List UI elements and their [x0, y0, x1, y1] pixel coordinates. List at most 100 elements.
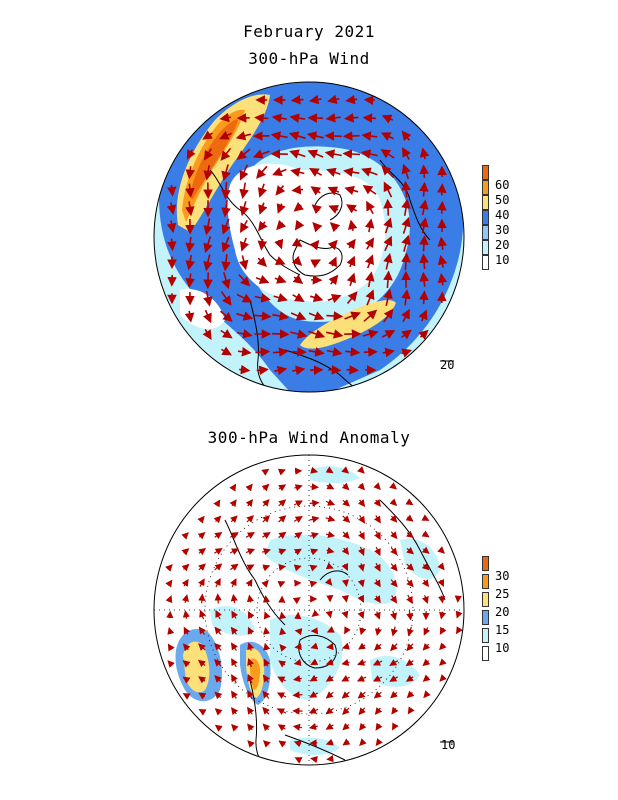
- wind-vector: [229, 548, 240, 555]
- wind-vector: [390, 531, 398, 540]
- wind-vector: [357, 466, 365, 474]
- wind-vector: [262, 564, 271, 572]
- wind-vector: [198, 692, 207, 700]
- wind-vector: [341, 658, 350, 666]
- wind-vector: [422, 674, 431, 682]
- wind-vector: [221, 272, 231, 290]
- wind-vector: [364, 237, 375, 250]
- wind-vector: [382, 308, 394, 323]
- wind-vector: [292, 723, 303, 731]
- wind-vector: [278, 531, 287, 539]
- wind-vector: [231, 674, 238, 684]
- wind-vector: [357, 611, 365, 620]
- wind-vector: [389, 498, 398, 507]
- wind-vector: [421, 530, 430, 538]
- wind-vector: [214, 593, 222, 604]
- wind-vector: [198, 643, 206, 651]
- wind-vector: [362, 184, 377, 195]
- wind-vector: [308, 723, 319, 731]
- wind-vector: [341, 642, 350, 650]
- wind-vector: [390, 579, 398, 588]
- wind-vector: [213, 515, 222, 524]
- wind-vector: [294, 757, 303, 764]
- wind-vector: [345, 94, 358, 105]
- wind-vector: [203, 236, 213, 254]
- wind-vector: [185, 183, 195, 198]
- wind-vector: [437, 183, 447, 196]
- wind-vector: [292, 274, 304, 284]
- wind-vector: [199, 609, 206, 620]
- wind-vector: [272, 167, 287, 177]
- wind-vector: [231, 690, 239, 699]
- wind-vector: [245, 483, 253, 492]
- wind-vector: [360, 149, 378, 159]
- wind-vector: [374, 530, 381, 540]
- wind-vector: [214, 724, 223, 732]
- wind-vector: [198, 563, 206, 571]
- wind-vector: [325, 499, 336, 506]
- wind-vector: [419, 181, 429, 197]
- wind-vector: [342, 707, 350, 715]
- wind-vector: [231, 658, 238, 668]
- wind-vector: [292, 292, 305, 303]
- wind-vector: [262, 515, 271, 523]
- wind-vector: [326, 643, 334, 651]
- wind-vector: [256, 256, 267, 268]
- wind-vector: [291, 255, 303, 266]
- wind-vector: [358, 707, 366, 716]
- wind-vector: [256, 165, 268, 179]
- wind-vector: [263, 642, 271, 651]
- wind-vector: [185, 236, 195, 253]
- wind-vector: [197, 659, 206, 668]
- wind-vector: [182, 643, 191, 652]
- wind-vector: [344, 185, 359, 196]
- wind-vector: [254, 113, 269, 123]
- wind-vector: [271, 113, 287, 123]
- wind-vector: [383, 288, 393, 306]
- wind-speed-field: [154, 82, 464, 392]
- wind-vector: [277, 468, 286, 476]
- wind-vector: [375, 722, 383, 731]
- wind-vector: [383, 252, 393, 270]
- wind-vector: [247, 740, 255, 748]
- panel1-title: 300-hPa Wind: [248, 49, 370, 68]
- wind-vector: [230, 642, 238, 651]
- wind-vector: [262, 595, 271, 603]
- wind-vector: [390, 643, 398, 652]
- wind-vector: [401, 308, 410, 323]
- wind-vector: [401, 130, 412, 142]
- wind-vector: [273, 292, 288, 303]
- wind-vector: [214, 532, 223, 540]
- wind-vector: [309, 674, 318, 682]
- wind-vector: [278, 563, 287, 572]
- wind-vector: [341, 562, 349, 571]
- wind-vector: [262, 740, 271, 748]
- wind-vector: [277, 580, 286, 588]
- wind-vector: [380, 132, 395, 142]
- wind-vector: [262, 499, 270, 507]
- colorbar-swatch: [482, 240, 489, 255]
- wind-vector: [309, 499, 320, 507]
- wind-vector: [247, 706, 255, 715]
- wind-vector: [246, 515, 254, 523]
- wind-vector: [401, 348, 413, 358]
- wind-vector: [325, 658, 334, 666]
- panel2-vector-scale: 10: [441, 738, 456, 752]
- wind-vector: [308, 347, 325, 357]
- wind-vector: [306, 131, 324, 141]
- wind-vector: [405, 674, 414, 682]
- wind-vector: [236, 311, 254, 321]
- wind-vector: [220, 291, 232, 306]
- wind-vector: [362, 113, 376, 123]
- wind-vector: [381, 114, 394, 124]
- wind-vector: [361, 167, 378, 177]
- wind-vector: [239, 237, 250, 252]
- wind-vector: [374, 546, 381, 557]
- wind-vector: [290, 167, 305, 178]
- wind-vector: [310, 259, 322, 269]
- wind-vector: [184, 310, 195, 323]
- wind-vector: [405, 498, 414, 506]
- wind-vector: [247, 642, 255, 651]
- colorbar-swatch: [482, 556, 489, 571]
- wind-vector: [357, 499, 366, 508]
